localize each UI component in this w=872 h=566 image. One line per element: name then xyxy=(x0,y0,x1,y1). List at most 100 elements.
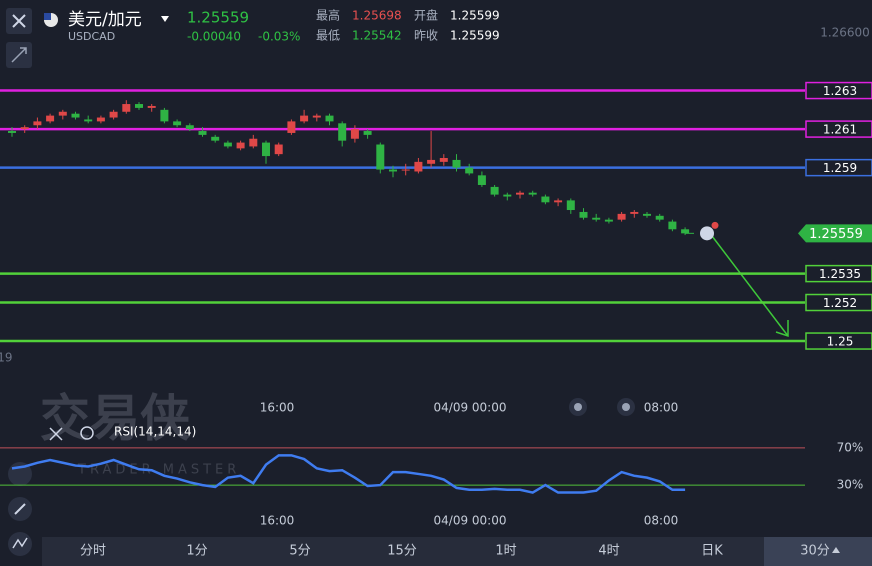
level-label-box xyxy=(805,264,872,283)
level-label: 1.259 xyxy=(823,161,857,175)
tab-bar xyxy=(42,537,872,566)
symbol: USDCAD xyxy=(68,30,115,43)
time-label: 08:00 xyxy=(644,514,679,528)
candle-body xyxy=(465,167,474,174)
candle-body xyxy=(287,121,296,133)
candle-body xyxy=(477,175,486,185)
candle-body xyxy=(452,159,461,168)
time-dot xyxy=(574,403,582,411)
candle-body xyxy=(223,142,232,147)
left-axis-fragment: 5019 xyxy=(0,351,13,365)
candle-body xyxy=(630,211,639,214)
candle-body xyxy=(147,105,156,108)
price: 1.25559 xyxy=(187,9,249,27)
tab[interactable]: 30分 xyxy=(800,544,830,559)
time-label: 04/09 00:00 xyxy=(434,514,507,528)
level-label-box xyxy=(805,81,872,100)
tab[interactable]: 1分 xyxy=(186,544,207,559)
level-label-box xyxy=(805,293,872,312)
high: 1.25698 xyxy=(352,9,402,23)
candle-body xyxy=(401,169,410,171)
time-label: 16:00 xyxy=(260,401,295,415)
tab-active-bg xyxy=(764,537,872,566)
rsi-level-label: 30% xyxy=(837,478,864,492)
watermark-en: TRADER MASTER xyxy=(77,463,240,478)
last-price-tag xyxy=(798,224,872,243)
candle-body xyxy=(643,213,651,216)
info-icon[interactable] xyxy=(700,226,714,241)
high-label: 最高 xyxy=(316,8,340,23)
candle-body xyxy=(300,115,309,122)
candle-body xyxy=(211,136,220,141)
candle-body xyxy=(33,121,42,126)
candle-body xyxy=(274,144,283,155)
rsi-label: RSI(14,14,14) xyxy=(114,425,196,439)
level-label: 1.263 xyxy=(823,84,857,98)
candle-body xyxy=(350,129,359,139)
candle-body xyxy=(516,192,524,195)
candle-body xyxy=(617,213,626,220)
change-pct: -0.03% xyxy=(258,30,300,44)
rsi-settings[interactable] xyxy=(80,426,94,440)
candle-body xyxy=(312,115,321,118)
time-dot xyxy=(622,403,630,411)
candle-body xyxy=(541,196,550,203)
candle-body xyxy=(655,215,664,220)
time-label: 08:00 xyxy=(644,401,679,415)
candle-body xyxy=(439,158,448,162)
flag-canton xyxy=(44,13,51,20)
tab[interactable]: 1时 xyxy=(495,544,516,559)
candle-body xyxy=(389,169,397,172)
level-label-box xyxy=(805,158,872,177)
candle-body xyxy=(20,127,29,130)
candle-body xyxy=(668,221,677,230)
candle-body xyxy=(566,200,575,211)
rsi-close[interactable] xyxy=(49,427,63,441)
candle-body xyxy=(71,113,80,118)
candle-body xyxy=(135,104,143,108)
pair-name[interactable]: 美元/加元 xyxy=(68,10,142,30)
low-label: 最低 xyxy=(316,29,340,43)
time-label: 16:00 xyxy=(260,514,295,528)
tab[interactable]: 分时 xyxy=(80,544,106,559)
rsi-line xyxy=(11,454,686,494)
candle-body xyxy=(84,119,93,122)
candle-body xyxy=(579,211,588,218)
expand-icon xyxy=(11,47,27,63)
last-price-label: 1.25559 xyxy=(809,227,863,242)
low: 1.25542 xyxy=(352,29,402,43)
candle-body xyxy=(236,142,245,149)
pair-dropdown[interactable] xyxy=(161,16,169,22)
candle-body xyxy=(325,115,334,122)
candle-body xyxy=(592,217,601,220)
level-label-box xyxy=(805,120,872,138)
candle-body xyxy=(503,194,512,197)
level-label: 1.25 xyxy=(827,335,854,349)
watermark-cn: 交易侠 xyxy=(40,390,190,448)
candle-body xyxy=(604,219,613,222)
candle-body xyxy=(262,142,270,157)
watermark: 交易侠 TRADER MASTER xyxy=(40,390,240,478)
time-label: 04/09 00:00 xyxy=(434,401,507,415)
open: 1.25599 xyxy=(450,9,500,23)
level-label: 1.252 xyxy=(823,296,857,310)
trend-arrow xyxy=(711,235,789,338)
candle-body xyxy=(96,117,105,122)
level-label: 1.261 xyxy=(823,123,857,137)
pen-icon xyxy=(14,503,26,515)
candle-body xyxy=(160,109,169,122)
close-icon xyxy=(12,14,26,28)
tab[interactable]: 5分 xyxy=(289,544,310,559)
prev-label: 昨收 xyxy=(414,29,438,43)
line-icon xyxy=(12,537,28,549)
tab[interactable]: 15分 xyxy=(387,544,417,559)
tab[interactable]: 日K xyxy=(701,544,723,559)
open-label: 开盘 xyxy=(414,8,438,23)
tab[interactable]: 4时 xyxy=(598,544,619,559)
candle-body xyxy=(427,159,436,164)
price-tick-label: 1.26600 xyxy=(820,25,870,39)
candle-body xyxy=(681,229,690,234)
candle-body xyxy=(8,131,16,133)
